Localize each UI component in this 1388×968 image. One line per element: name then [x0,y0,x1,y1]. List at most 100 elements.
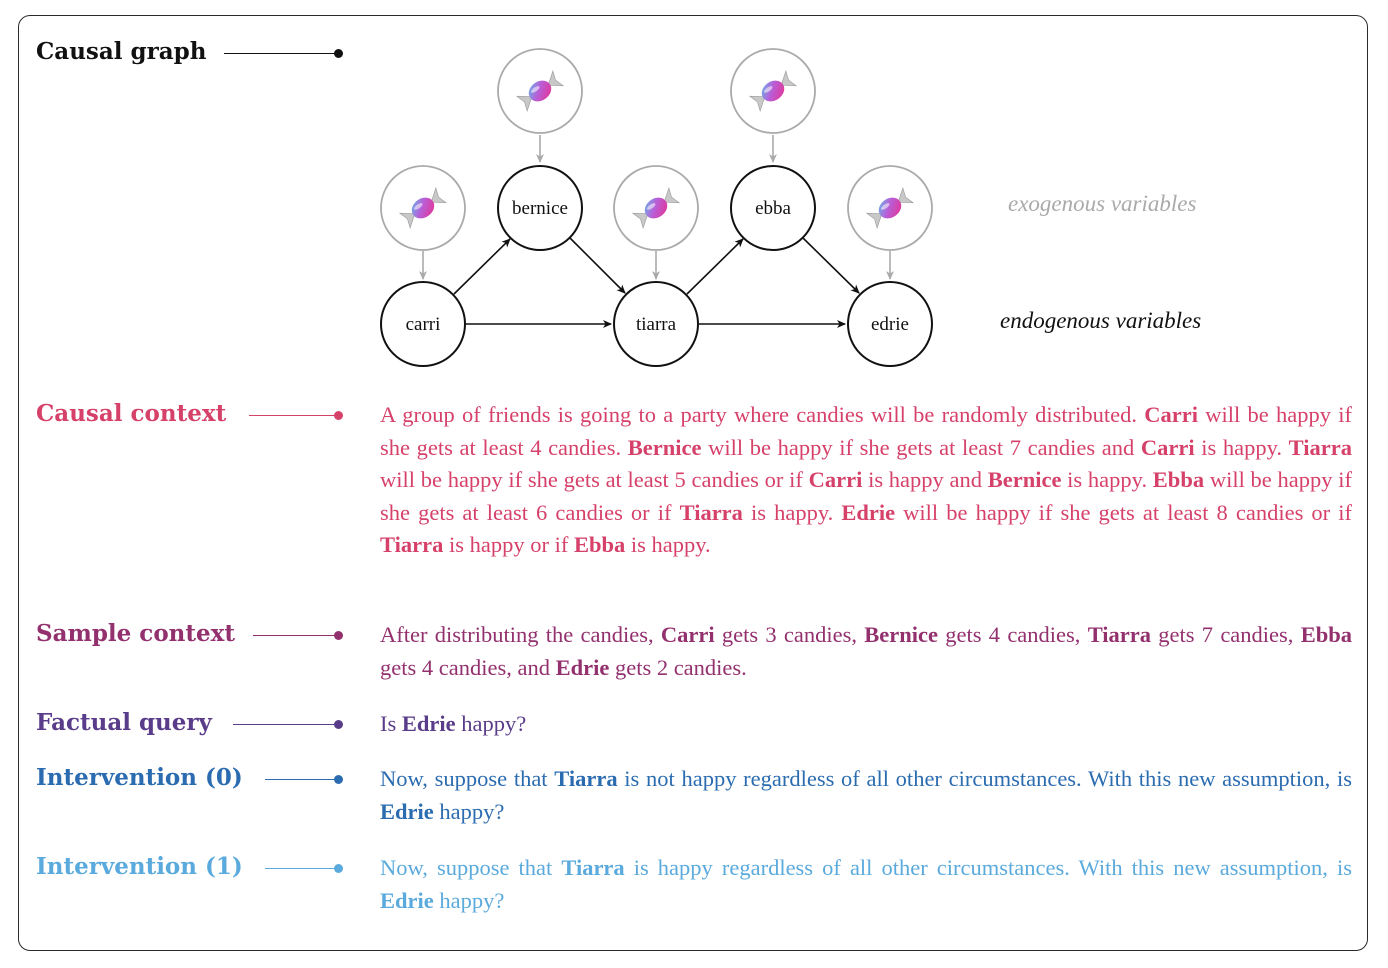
intervention-0-dot [334,775,343,784]
causal-context-segment: will be happy if she gets at least 7 can… [701,434,1141,460]
intervention-0-name: Edrie [380,798,434,824]
factual-query-connector [233,724,338,726]
exo-node-edrie [847,165,933,251]
candy-icon [748,70,798,112]
legend-endogenous: endogenous variables [1000,308,1202,333]
factual-query-segment: Is [380,711,402,736]
intervention-1-text: Now, suppose that Tiarra is happy regard… [380,852,1352,917]
causal-context-segment: is happy. [1194,434,1289,460]
edge-bernice-tiarra [569,237,626,294]
node-ebba-label: ebba [755,198,791,219]
sample-context-segment: gets 4 candies, [938,622,1088,647]
causal-context-name: Bernice [987,467,1062,493]
causal-graph-diagram: carri bernice tiarra ebba edrie [380,48,933,367]
intervention-1-segment: is happy regardless of all other circums… [624,855,1352,880]
causal-context-text: A group of friends is going to a party w… [380,399,1352,562]
figure-frame [18,15,1368,951]
causal-context-segment: A group of friends is going to a party w… [380,402,1145,427]
causal-context-segment: is happy. [1061,467,1153,493]
edge-carri-bernice [453,238,511,295]
sample-context-name: Tiarra [1087,622,1152,647]
intervention-1-name: Tiarra [561,855,625,880]
causal-context-segment: is happy. [625,532,711,558]
intervention-0-name: Tiarra [554,766,618,791]
sample-context-segment: gets 4 candies, and [380,654,556,680]
sample-context-name: Bernice [864,622,939,647]
causal-graph-dot [334,49,343,58]
sample-context-segment: gets 3 candies, [714,622,865,647]
node-ebba: ebba [730,165,816,251]
sample-context-label: Sample context [36,620,235,647]
causal-context-segment: will be happy if she gets at least 4 can… [380,402,1352,460]
causal-context-name: Edrie [841,499,896,525]
causal-context-segment: is happy. [742,499,842,525]
causal-context-name: Carri [808,467,863,493]
factual-query-dot [334,720,343,729]
causal-graph-row: Causal graph [36,38,206,65]
edge-ebba-edrie [802,237,860,294]
node-edrie: edrie [847,281,933,367]
sample-context-text: After distributing the candies, Carri ge… [380,619,1352,684]
intervention-0-segment: Now, suppose that [380,766,555,791]
node-edrie-label: edrie [871,314,909,335]
sample-context-name: Carri [660,622,715,647]
causal-context-segment: is happy and [862,467,988,493]
causal-graph-label: Causal graph [36,38,207,65]
sample-context-segment: After distributing the candies, [380,622,661,647]
node-bernice: bernice [497,165,583,251]
intervention-1-name: Edrie [380,887,434,913]
sample-context-name: Ebba [1300,622,1352,647]
candy-icon [515,70,565,112]
candy-icon [398,187,448,229]
causal-context-name: Tiarra [679,499,743,525]
causal-context-name: Carri [1140,434,1195,460]
causal-context-name: Tiarra [380,532,444,558]
legend-exogenous: exogenous variables [1008,191,1197,216]
node-carri-label: carri [406,314,441,335]
intervention-1-dot [334,864,343,873]
sample-context-segment: gets 7 candies, [1151,622,1301,647]
factual-query-name: Edrie [401,711,456,736]
causal-context-name: Ebba [573,532,626,558]
factual-query-text: Is Edrie happy? [380,708,1352,741]
causal-context-segment: will be happy if she gets at least 8 can… [895,499,1352,525]
intervention-1-label: Intervention (1) [36,853,243,880]
node-tiarra-label: tiarra [636,314,677,335]
causal-context-dot [334,411,343,420]
intervention-0-segment: is not happy regardless of all other cir… [617,766,1353,791]
intervention-1-segment: happy? [433,887,505,913]
intervention-0-label: Intervention (0) [36,764,243,791]
intervention-1-segment: Now, suppose that [380,855,562,880]
causal-context-label: Causal context [36,400,227,427]
factual-query-row: Factual query [36,709,212,736]
exo-node-tiarra [613,165,699,251]
exo-node-carri [380,165,466,251]
node-tiarra: tiarra [613,281,699,367]
node-bernice-label: bernice [512,198,568,219]
causal-context-connector [249,415,338,417]
exo-node-ebba [730,48,816,134]
exo-node-bernice [497,48,583,134]
causal-context-segment: will be happy if she gets at least 5 can… [380,467,809,493]
causal-context-name: Ebba [1152,467,1205,493]
sample-context-connector [253,635,338,637]
intervention-0-connector [265,779,338,781]
causal-graph-connector [224,53,338,55]
node-carri: carri [380,281,466,367]
causal-context-name: Bernice [627,434,702,460]
causal-context-name: Tiarra [1288,434,1352,460]
intervention-1-row: Intervention (1) [36,853,243,880]
intervention-0-row: Intervention (0) [36,764,243,791]
intervention-0-segment: happy? [433,798,505,824]
sample-context-row: Sample context [36,620,235,647]
factual-query-segment: happy? [455,711,527,736]
intervention-0-text: Now, suppose that Tiarra is not happy re… [380,763,1352,828]
factual-query-label: Factual query [36,709,212,736]
causal-context-segment: will be happy if she gets at least 6 can… [380,467,1352,525]
sample-context-segment: gets 2 candies. [609,654,747,680]
intervention-1-connector [265,868,338,870]
edge-tiarra-ebba [686,238,744,295]
candy-icon [631,187,681,229]
causal-context-name: Carri [1144,402,1198,427]
sample-context-dot [334,631,343,640]
